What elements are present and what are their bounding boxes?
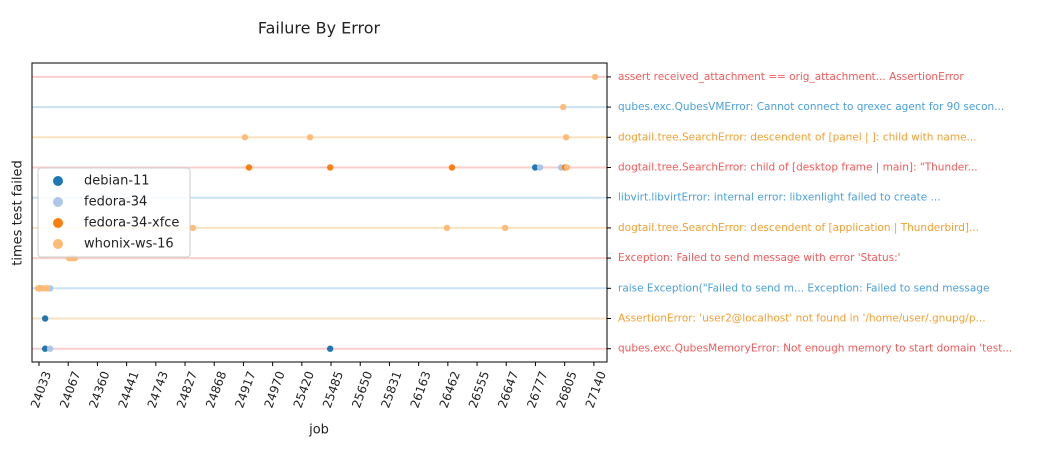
legend-marker [53, 239, 63, 249]
x-tick-label: 24868 [203, 369, 229, 410]
point [46, 345, 54, 352]
legend-label: fedora-34-xfce [84, 216, 179, 231]
legend-label: whonix-ws-16 [84, 237, 174, 252]
point [563, 164, 571, 171]
point [326, 345, 334, 352]
point [591, 73, 599, 81]
chart-title: Failure By Error [258, 19, 381, 38]
x-tick-label: 24033 [28, 369, 54, 410]
y-tick-label: AssertionError: 'user2@localhost' not fo… [618, 313, 986, 325]
x-tick-label: 25485 [320, 369, 346, 410]
point [43, 285, 51, 292]
x-tick-label: 26462 [437, 369, 463, 410]
y-axis-label: times test failed [11, 160, 26, 265]
point [448, 164, 456, 171]
x-axis-label: job [308, 423, 329, 438]
point [189, 224, 197, 232]
point [241, 134, 249, 141]
x-tick-label: 27140 [583, 369, 609, 410]
point [501, 224, 509, 232]
point [41, 315, 49, 322]
legend-marker [53, 197, 63, 207]
x-tick-label: 25650 [349, 369, 375, 410]
x-tick-label: 24917 [232, 369, 258, 410]
x-tick-label: 24360 [86, 369, 112, 410]
point [559, 103, 567, 111]
legend-marker [53, 176, 63, 186]
x-tick-label: 25420 [291, 369, 317, 410]
plot-frame [31, 62, 608, 363]
x-tick-label: 24067 [57, 369, 83, 410]
point [443, 224, 451, 232]
x-tick-label: 26555 [466, 369, 492, 410]
x-tick-label: 26805 [554, 369, 580, 410]
legend-label: debian-11 [84, 174, 150, 189]
y-tick-label: dogtail.tree.SearchError: descendent of … [618, 222, 979, 234]
y-tick-label: libvirt.libvirtError: internal error: li… [618, 192, 941, 204]
x-tick-label: 24970 [261, 369, 287, 410]
legend-box [37, 167, 191, 258]
legend-label: fedora-34 [84, 195, 147, 210]
x-tick-label: 24827 [174, 369, 200, 410]
y-tick-label: qubes.exc.QubesMemoryError: Not enough m… [618, 343, 1012, 355]
x-tick-label: 26777 [524, 369, 550, 410]
x-tick-label: 25831 [378, 369, 404, 410]
point [41, 345, 49, 352]
point [536, 164, 544, 171]
y-tick-label: raise Exception("Failed to send m... Exc… [618, 282, 989, 294]
legend-marker [53, 218, 63, 228]
x-tick-label: 26163 [408, 369, 434, 410]
point [326, 164, 334, 171]
y-tick-label: dogtail.tree.SearchError: descendent of … [618, 131, 977, 143]
point [531, 164, 539, 171]
y-tick-label: dogtail.tree.SearchError: child of [desk… [618, 161, 978, 173]
x-tick-label: 24441 [115, 369, 141, 410]
point [306, 134, 314, 141]
point [245, 164, 253, 171]
point [562, 134, 570, 141]
y-tick-label: qubes.exc.QubesVMError: Cannot connect t… [618, 101, 1004, 113]
x-tick-label: 24743 [145, 369, 171, 410]
x-tick-label: 26647 [495, 369, 521, 410]
y-tick-label: Exception: Failed to send message with e… [618, 252, 901, 264]
y-tick-label: assert received_attachment == orig_attac… [618, 71, 964, 83]
